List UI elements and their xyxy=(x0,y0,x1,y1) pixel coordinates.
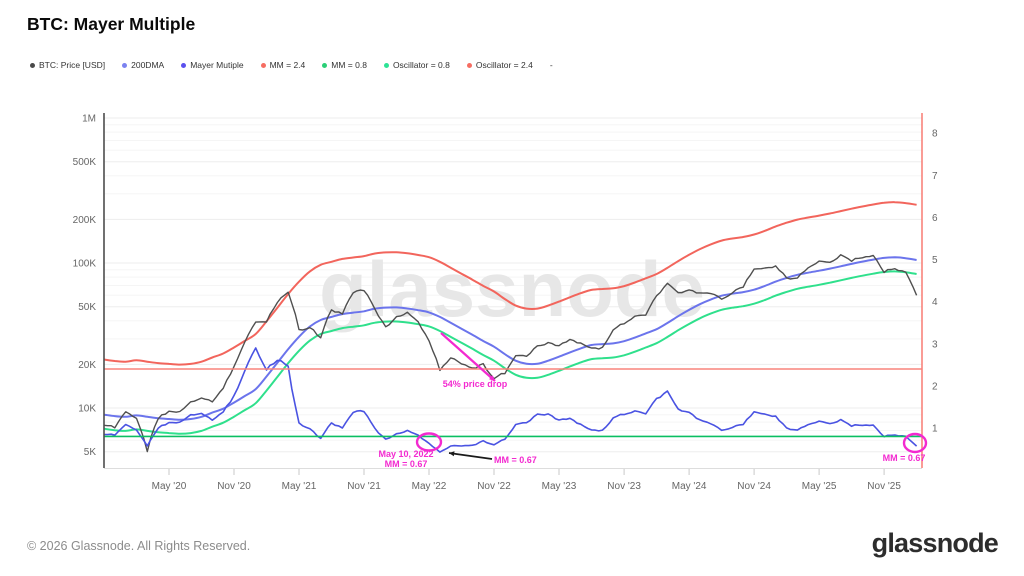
y-right-tick-label: 4 xyxy=(932,297,938,308)
legend-label: Mayer Mutiple xyxy=(190,60,244,70)
x-tick-label: Nov '20 xyxy=(217,481,251,492)
legend-dot xyxy=(466,62,472,68)
series-mm-2.4 xyxy=(103,201,917,366)
legend-item-0[interactable]: BTC: Price [USD] xyxy=(30,60,105,70)
annotation-ellipse xyxy=(415,432,443,452)
y-left-tick-label: 20K xyxy=(78,360,96,371)
legend-item-3[interactable]: MM = 2.4 xyxy=(260,60,306,70)
x-tick-label: May '25 xyxy=(802,481,837,492)
y-right-tick-label: 2 xyxy=(932,381,938,392)
annotation-label: May 10, 2022 xyxy=(378,449,433,459)
axes: 1M 500K 200K 100K 50K 20K 10K 5K 1 2 3 4 5 6 7 8 May '20… xyxy=(73,113,938,492)
y-left-tick-label: 500K xyxy=(73,157,97,168)
annotation-label: MM = 0.67 xyxy=(883,453,926,463)
x-tick-label: May '22 xyxy=(412,481,447,492)
legend-dot xyxy=(383,62,389,68)
x-tick-label: Nov '25 xyxy=(867,481,901,492)
gridlines xyxy=(104,117,922,453)
series-mm-0.8 xyxy=(103,270,917,435)
y-left-tick-label: 200K xyxy=(73,215,97,226)
x-tick-label: May '20 xyxy=(152,481,187,492)
x-tick-label: Nov '24 xyxy=(737,481,771,492)
copyright-text: © 2026 Glassnode. All Rights Reserved. xyxy=(27,539,251,553)
x-tick-label: May '24 xyxy=(672,481,707,492)
legend: BTC: Price [USD] 200DMA Mayer Mutiple MM = … xyxy=(30,60,553,70)
annotation-label: 54% price drop xyxy=(443,379,508,389)
legend-label: 200DMA xyxy=(131,60,165,70)
legend-label: Oscillator = 0.8 xyxy=(392,60,450,70)
annotation-arrow xyxy=(440,332,496,382)
watermark: glassnode xyxy=(319,245,705,333)
series xyxy=(103,201,922,453)
y-right-tick-label: 8 xyxy=(932,129,938,140)
series-btc-price xyxy=(103,253,918,453)
legend-label: MM = 2.4 xyxy=(269,60,306,70)
legend-dot xyxy=(181,62,187,68)
annotation-arrowhead xyxy=(489,375,495,381)
x-tick-label: Nov '22 xyxy=(477,481,511,492)
chart-title: BTC: Mayer Multiple xyxy=(27,14,196,34)
x-tick-label: Nov '21 xyxy=(347,481,381,492)
legend-dot xyxy=(322,62,328,68)
legend-item-7[interactable]: - xyxy=(550,60,553,70)
y-left-tick-label: 1M xyxy=(82,114,96,125)
legend-item-2[interactable]: Mayer Mutiple xyxy=(181,60,244,70)
y-left-tick-label: 5K xyxy=(84,447,97,458)
annotation-label: MM = 0.67 xyxy=(385,459,428,469)
glassnode-logo: glassnode xyxy=(871,528,999,558)
y-left-tick-label: 100K xyxy=(73,259,97,270)
annotation-ellipse xyxy=(902,432,928,454)
legend-dot xyxy=(260,62,266,68)
series-mayer-multiple xyxy=(104,347,918,453)
annotation-arrow xyxy=(448,452,493,460)
x-tick-label: May '21 xyxy=(282,481,317,492)
y-right-tick-label: 1 xyxy=(932,424,938,435)
legend-item-1[interactable]: 200DMA xyxy=(122,60,164,70)
legend-dot xyxy=(30,62,35,68)
legend-label: - xyxy=(549,60,553,70)
y-left-tick-label: 10K xyxy=(78,404,96,415)
legend-item-4[interactable]: MM = 0.8 xyxy=(322,60,367,70)
legend-label: BTC: Price [USD] xyxy=(39,60,106,70)
x-tick-label: Nov '23 xyxy=(607,481,641,492)
legend-item-6[interactable]: Oscillator = 2.4 xyxy=(466,60,533,70)
y-right-tick-label: 6 xyxy=(932,213,938,224)
y-right-tick-label: 7 xyxy=(932,171,938,182)
legend-dot xyxy=(122,62,128,68)
legend-label: Oscillator = 2.4 xyxy=(475,60,533,70)
legend-label: MM = 0.8 xyxy=(331,60,367,70)
legend-item-5[interactable]: Oscillator = 0.8 xyxy=(383,60,450,70)
x-tick-label: May '23 xyxy=(542,481,577,492)
y-left-tick-label: 50K xyxy=(78,302,96,313)
series-200dma xyxy=(103,256,917,421)
y-right-tick-label: 3 xyxy=(932,339,938,350)
y-right-tick-label: 5 xyxy=(932,255,938,266)
annotation-arrowhead xyxy=(449,451,455,457)
annotation-label: MM = 0.67 xyxy=(494,455,537,465)
